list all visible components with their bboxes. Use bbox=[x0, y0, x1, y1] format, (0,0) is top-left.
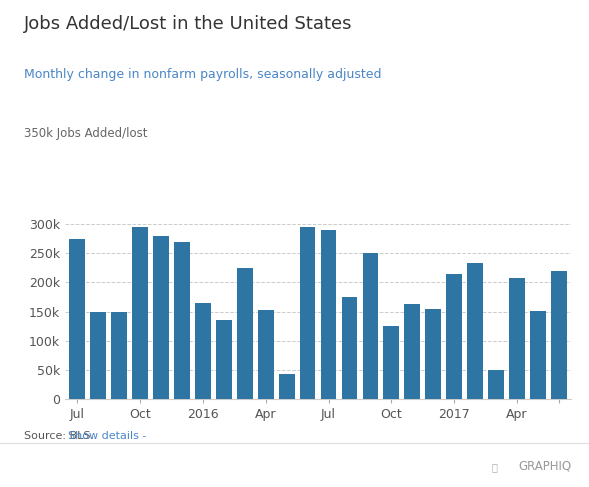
Text: Show details -: Show details - bbox=[68, 431, 146, 441]
Bar bbox=[405, 304, 420, 399]
Bar bbox=[216, 320, 231, 399]
Bar bbox=[425, 309, 441, 399]
Bar bbox=[70, 239, 85, 399]
Bar bbox=[279, 374, 294, 399]
Bar bbox=[530, 311, 545, 399]
Bar bbox=[320, 230, 336, 399]
Bar bbox=[91, 312, 106, 399]
Text: Source: BLS.: Source: BLS. bbox=[24, 431, 94, 441]
Bar bbox=[342, 297, 358, 399]
Text: Monthly change in nonfarm payrolls, seasonally adjusted: Monthly change in nonfarm payrolls, seas… bbox=[24, 68, 381, 81]
Bar bbox=[446, 274, 462, 399]
Bar bbox=[237, 268, 253, 399]
Bar bbox=[363, 253, 378, 399]
Text: 🔺: 🔺 bbox=[492, 462, 498, 472]
Text: Jobs Added/Lost in the United States: Jobs Added/Lost in the United States bbox=[24, 15, 352, 33]
Bar bbox=[300, 227, 316, 399]
Bar bbox=[195, 303, 211, 399]
Bar bbox=[509, 279, 525, 399]
Bar bbox=[174, 242, 190, 399]
Bar bbox=[467, 263, 483, 399]
Bar bbox=[133, 227, 148, 399]
Bar bbox=[551, 271, 567, 399]
Bar bbox=[258, 310, 273, 399]
Bar bbox=[488, 370, 504, 399]
Bar bbox=[383, 326, 399, 399]
Text: 350k Jobs Added/lost: 350k Jobs Added/lost bbox=[24, 127, 147, 140]
Text: GRAPHIQ: GRAPHIQ bbox=[518, 459, 571, 472]
Bar bbox=[153, 236, 169, 399]
Bar bbox=[111, 312, 127, 399]
